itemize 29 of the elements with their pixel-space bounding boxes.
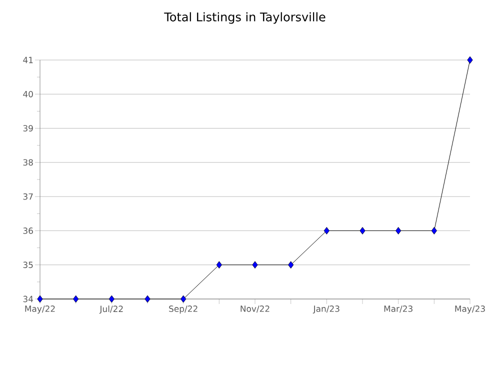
x-tick-label: Sep/22 (169, 306, 198, 314)
x-tick-label: Mar/23 (384, 306, 412, 313)
point (467, 56, 473, 64)
x-tick-label: Jan/23 (312, 306, 340, 314)
y-tick-label: 37 (23, 193, 33, 200)
point (37, 295, 43, 303)
y-tick-label: 34 (23, 296, 33, 302)
point (288, 261, 294, 269)
x-tick-label: May/22 (25, 306, 55, 314)
x-tick-label: May/23 (455, 306, 485, 314)
point (108, 295, 114, 303)
point (360, 227, 366, 234)
point (144, 295, 150, 303)
y-tick-label: 39 (23, 125, 33, 132)
point (73, 295, 79, 303)
x-tick-label: Nov/22 (240, 306, 270, 313)
chart-title: Total Listings in Taylorsville (164, 12, 326, 24)
y-tick-label: 35 (23, 262, 33, 268)
point (252, 261, 258, 269)
point (324, 227, 330, 234)
point (180, 295, 186, 303)
point (396, 227, 402, 234)
point (216, 261, 222, 269)
x-tick-label: Jul/22 (99, 306, 123, 314)
point (431, 227, 437, 234)
y-tick-label: 40 (23, 90, 33, 98)
y-tick-label: 41 (23, 56, 33, 64)
y-tick-label: 36 (23, 228, 33, 234)
y-tick-label: 38 (23, 159, 33, 166)
